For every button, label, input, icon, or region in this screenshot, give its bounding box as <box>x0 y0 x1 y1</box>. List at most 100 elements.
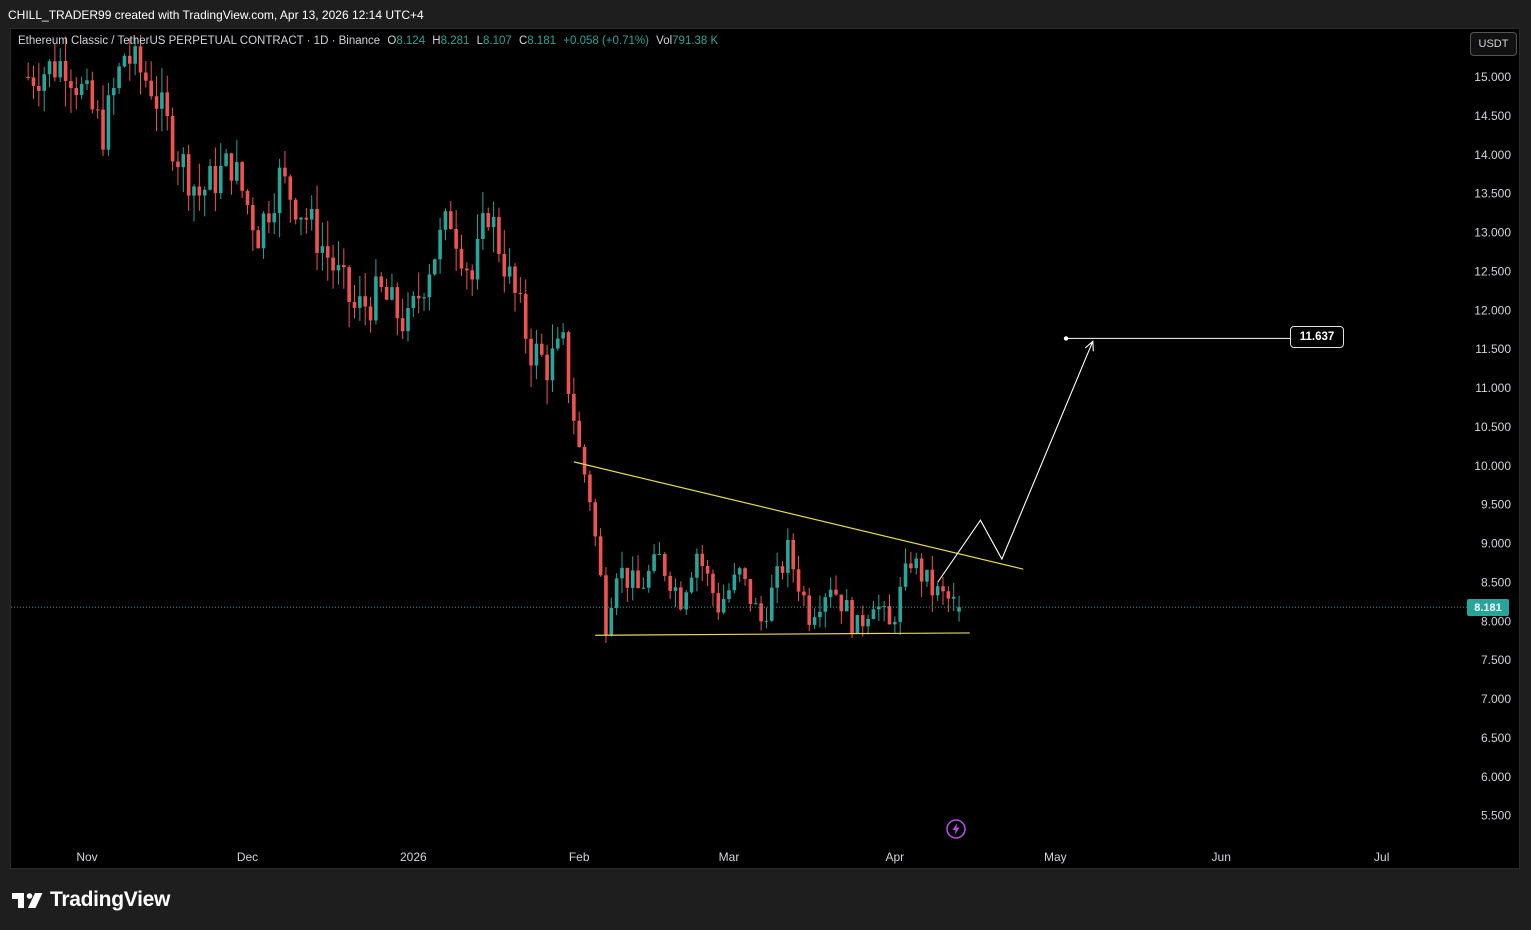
candle-body <box>593 502 598 537</box>
candle-body <box>513 266 517 293</box>
candle-body <box>796 569 801 592</box>
candle-body <box>732 574 737 591</box>
candle-body <box>208 166 212 190</box>
candle-body <box>299 217 303 220</box>
candle-body <box>395 287 400 319</box>
candle-body <box>770 587 774 621</box>
candle-body <box>406 308 410 332</box>
candle-body <box>877 606 881 610</box>
high-value: 8.281 <box>440 35 470 47</box>
candle-body <box>737 568 742 575</box>
candle-body <box>293 199 298 220</box>
candle-body <box>598 536 603 576</box>
candle-body <box>197 186 202 196</box>
candle-body <box>416 295 421 299</box>
symbol-legend: Ethereum Classic / TetherUS PERPETUAL CO… <box>18 35 718 47</box>
x-tick-label: Jun <box>1212 850 1231 864</box>
y-tick-label: 12.500 <box>1474 264 1511 278</box>
candle-body <box>935 586 940 596</box>
candle-body <box>753 603 758 605</box>
credit-text: CHILL_TRADER99 created with TradingView.… <box>8 8 424 22</box>
candle-body <box>839 594 844 612</box>
candle-body <box>909 563 913 569</box>
candle-body <box>37 85 41 91</box>
open-value: 8.124 <box>396 35 426 47</box>
candle-body <box>925 569 929 582</box>
candle-body <box>807 595 812 625</box>
candle-body <box>791 539 795 570</box>
candle-body <box>919 558 924 582</box>
open-label: O <box>387 35 397 47</box>
candle-body <box>475 238 480 280</box>
candle-body <box>368 306 373 321</box>
candle-body <box>186 154 191 196</box>
candle-body <box>245 190 250 206</box>
candle-body <box>309 208 314 220</box>
candle-body <box>176 161 180 168</box>
candle-body <box>545 354 549 381</box>
candle-body <box>641 587 646 589</box>
candle-body <box>272 213 277 223</box>
candle-body <box>866 618 870 627</box>
candle-body <box>780 566 785 573</box>
candle-body <box>673 587 678 591</box>
candle-body <box>58 61 63 78</box>
candle-body <box>604 575 608 636</box>
close-value: 8.181 <box>527 35 557 47</box>
top-bar: CHILL_TRADER99 created with TradingView.… <box>0 0 1531 28</box>
candle-body <box>454 229 458 249</box>
y-tick-label: 13.500 <box>1474 187 1511 201</box>
currency-button[interactable]: USDT <box>1470 32 1517 56</box>
candle-body <box>101 109 105 150</box>
candle-body <box>138 46 143 73</box>
candle-body <box>700 553 705 566</box>
x-tick-label: Dec <box>237 850 258 864</box>
footer-bar <box>0 870 1531 930</box>
candle-body <box>363 296 367 307</box>
candle-body <box>759 603 763 622</box>
low-value: 8.107 <box>483 35 512 47</box>
candle-body <box>818 611 822 618</box>
candle-body <box>871 609 876 619</box>
candle-body <box>315 208 319 253</box>
candle-body <box>721 599 726 613</box>
x-tick-label: Jul <box>1374 850 1389 864</box>
x-tick-label: Feb <box>569 850 590 864</box>
candle-body <box>614 578 619 608</box>
candle-body <box>561 332 565 339</box>
y-tick-label: 14.500 <box>1474 109 1511 123</box>
price-chart[interactable]: 15.000 14.500 14.000 13.500 13.000 12.500 12.0… <box>11 29 1520 869</box>
candle-body <box>502 253 507 277</box>
candle-body <box>534 343 539 366</box>
y-tick-label: 8.500 <box>1481 575 1511 589</box>
candle-body <box>374 276 378 321</box>
candle-body <box>855 615 860 634</box>
y-tick-label: 10.000 <box>1474 459 1511 473</box>
candle-body <box>786 539 790 573</box>
candle-body <box>352 301 357 308</box>
candle-body <box>192 186 196 196</box>
candle-body <box>620 567 624 579</box>
candle-body <box>443 211 448 230</box>
symbol-name[interactable]: Ethereum Classic / TetherUS PERPETUAL CO… <box>18 35 381 47</box>
support-trendline <box>595 632 970 636</box>
lightning-icon[interactable] <box>946 819 966 839</box>
candle-body <box>111 88 116 96</box>
candle-body <box>572 393 576 421</box>
target-price-label: 11.637 <box>1290 326 1344 348</box>
candle-body <box>459 248 464 269</box>
candle-body <box>53 61 57 78</box>
candle-body <box>518 292 523 295</box>
candle-body <box>438 229 442 260</box>
chart-area[interactable]: 15.000 14.500 14.000 13.500 13.000 12.500 12.0… <box>10 28 1520 869</box>
x-tick-label: Nov <box>76 850 97 864</box>
resistance-trendline <box>573 461 1024 570</box>
candle-body <box>288 176 293 200</box>
candle-body <box>449 211 453 230</box>
candle-body <box>711 573 715 594</box>
candle-body <box>213 166 218 194</box>
candle-body <box>609 607 614 636</box>
candle-body <box>577 420 581 448</box>
candle-body <box>507 266 512 277</box>
candle-body <box>90 80 95 110</box>
